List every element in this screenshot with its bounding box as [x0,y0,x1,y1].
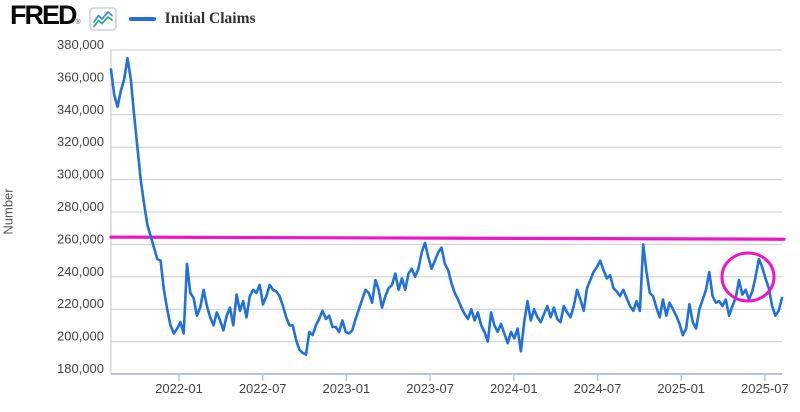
y-tick-label: 220,000 [57,296,104,311]
x-tick-label: 2022-01 [155,381,203,396]
y-tick-label: 200,000 [57,329,104,344]
y-tick-label: 240,000 [57,264,104,279]
fred-logo: FRED® [10,1,81,37]
series-line [109,56,784,356]
y-tick-label: 260,000 [57,231,104,246]
y-tick-label: 340,000 [57,102,104,117]
y-tick-label: 360,000 [57,69,104,84]
legend-line-swatch [128,17,156,21]
fred-logo-text: FRED [10,0,77,30]
x-tick-label: 2024-01 [490,381,538,396]
fred-sparkline-icon [88,7,117,31]
legend-label: Initial Claims [164,10,256,27]
y-tick-label: 280,000 [57,199,104,214]
legend: Initial Claims [128,10,256,28]
x-tick-label: 2022-07 [239,381,287,396]
x-tick-label: 2025-01 [657,381,705,396]
chart-header: FRED® Initial Claims [10,1,256,37]
x-tick-label: 2024-07 [574,381,622,396]
y-tick-label: 380,000 [57,37,104,52]
y-tick-label: 320,000 [57,134,104,149]
y-tick-label: 180,000 [57,361,104,376]
registered-trademark: ® [75,19,81,26]
trend-line [109,235,786,241]
x-tick-label: 2023-07 [406,381,454,396]
y-tick-label: 300,000 [57,167,104,182]
x-tick-label: 2023-01 [323,381,371,396]
annotation-circle [720,251,776,303]
x-tick-label: 2025-07 [741,381,789,396]
